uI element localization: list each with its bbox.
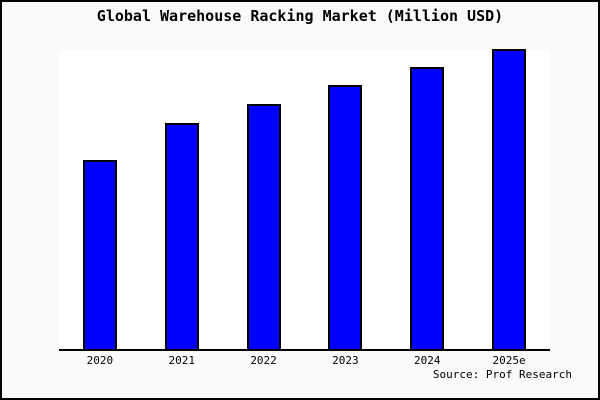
x-tick-label-2023: 2023 xyxy=(332,354,359,367)
bar-2022 xyxy=(246,104,281,349)
chart-title: Global Warehouse Racking Market (Million… xyxy=(96,7,504,25)
bar-slot xyxy=(304,50,386,349)
bar-slot xyxy=(468,49,550,349)
x-axis-tick-labels: 2020 2021 2022 2023 2024 2025e xyxy=(59,353,550,369)
x-tick-label-2022: 2022 xyxy=(250,354,277,367)
bar-2025e xyxy=(492,49,527,349)
x-tick-label-2025e: 2025e xyxy=(492,354,526,367)
bars-container xyxy=(59,49,550,349)
source-caption: Source: Prof Research xyxy=(432,368,572,381)
x-tick-label-2024: 2024 xyxy=(413,354,441,367)
plot-area xyxy=(59,49,550,351)
bar-slot xyxy=(386,50,468,349)
bar-slot xyxy=(223,50,305,349)
x-tick-label-2020: 2020 xyxy=(86,354,114,367)
bar-2021 xyxy=(164,123,199,349)
bar-2020 xyxy=(82,160,117,349)
bar-2023 xyxy=(328,85,363,349)
bar-2024 xyxy=(410,67,445,349)
bar-slot xyxy=(59,50,141,349)
x-tick-label-2021: 2021 xyxy=(168,354,195,367)
bar-slot xyxy=(141,50,223,349)
